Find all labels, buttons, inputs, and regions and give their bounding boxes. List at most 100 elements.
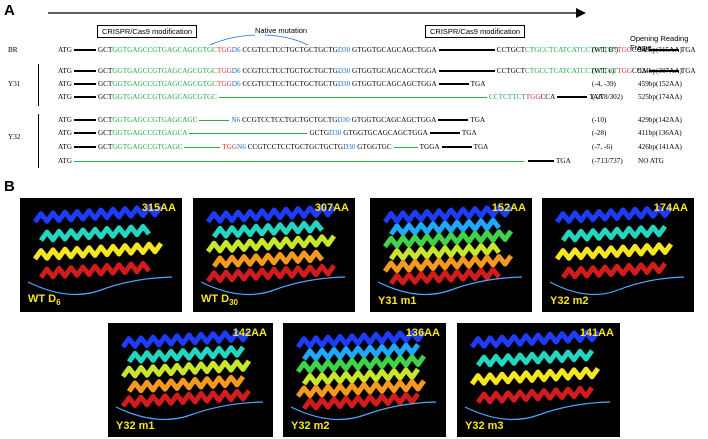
protein-structure-panel: 315AA WT D6 (20, 198, 182, 312)
helix-ribbon-icon (27, 204, 173, 296)
helix-segment (560, 261, 668, 280)
group-label-y32: Y32 (8, 133, 21, 141)
helix-segment (382, 229, 514, 249)
helix-segment (295, 354, 427, 374)
structure-name: Y32 m1 (116, 420, 155, 432)
protein-structure-panel: 141AA Y32 m3 (457, 323, 620, 437)
helix-ribbon-icon (464, 329, 611, 421)
helix-segment (469, 329, 601, 349)
row-orf: 948bp(315AA) (638, 46, 682, 54)
panel-b-label: B (4, 178, 15, 195)
group-label-y31: Y31 (8, 80, 21, 88)
loop-segment (464, 401, 611, 421)
row-orf: 459bp(152AA) (638, 80, 682, 88)
structure-name: Y32 m2 (291, 420, 330, 432)
orf-header: Opening Reading Frame (630, 34, 689, 52)
row-note: (-7, -6) (592, 143, 613, 151)
row-note: (-4, -39) (592, 80, 616, 88)
amino-acid-count: 141AA (579, 327, 614, 339)
helix-segment (32, 241, 164, 261)
row-note: (WT, Bº) (592, 46, 619, 54)
loop-segment (290, 401, 437, 421)
helix-segment (388, 217, 501, 237)
helix-segment (554, 242, 674, 261)
sequence-row-br: ATG GCTGGTGAGCCGTGAGCAGCGTGCTGGD6 CCGTCCT… (58, 46, 696, 54)
sequence-row-y31-m2: ATG GCTGGTGAGCCGTGAGCAGCGTGC CCTCTTCTTGGCC… (58, 93, 604, 101)
panel-a-label: A (4, 2, 15, 19)
helix-segment (301, 342, 421, 362)
row-note: (WT, e) (592, 67, 615, 75)
crispr-box-left: CRISPR/Cas9 modification (97, 25, 198, 38)
helix-segment (32, 204, 164, 224)
structure-name: Y31 m1 (378, 295, 417, 307)
helix-segment (475, 348, 595, 368)
helix-segment (560, 224, 668, 243)
loop-segment (115, 401, 264, 421)
row-orf: 411bp(136AA) (638, 129, 682, 137)
helix-segment (388, 242, 501, 261)
loop-segment (27, 276, 173, 296)
helix-segment (301, 392, 421, 411)
loop-segment (377, 276, 523, 296)
row-note: (-278/302) (592, 93, 623, 101)
structure-name: Y32 m2 (550, 295, 589, 307)
protein-structure-panel: 142AA Y32 m1 (108, 323, 273, 437)
row-orf: NO ATG (638, 157, 664, 165)
helix-segment (205, 234, 337, 254)
row-orf: 426bp(141AA) (638, 143, 682, 151)
helix-segment (38, 223, 151, 243)
bracket-y32 (38, 114, 39, 168)
amino-acid-count: 315AA (141, 202, 176, 214)
row-note: (-10) (592, 116, 607, 124)
helix-ribbon-icon (200, 204, 346, 296)
sequence-row-y31-wt: ATG GCTGGTGAGCCGTGAGCAGCGTGCTGGD6 CCGTCCT… (58, 67, 696, 75)
structure-name: WT D30 (201, 292, 239, 307)
protein-structure-panel: 136AA Y32 m2 (283, 323, 446, 437)
loop-segment (200, 276, 346, 296)
helix-segment (120, 388, 252, 408)
protein-structure-panel: 152AA Y31 m1 (370, 198, 532, 312)
helix-segment (554, 205, 674, 224)
row-label-br: BR (8, 46, 18, 54)
helix-segment (38, 260, 151, 280)
amino-acid-count: 174AA (653, 202, 688, 214)
helix-ribbon-icon (549, 205, 685, 296)
row-orf: 924bp(307AA) (638, 67, 682, 75)
sequence-row-y32-m3: ATG GCTGGTGAGCCGTGAGC TGGN6 CCGTCCTCCTGCTG… (58, 143, 489, 151)
protein-structure-panel: 174AA Y32 m2 (542, 198, 694, 312)
sequence-row-y31-m1: ATG GCTGGTGAGCCGTGAGCAGCGTGCTGGD6 CCGTCCT… (58, 80, 486, 88)
helix-ribbon-icon (377, 204, 523, 296)
crispr-box-right: CRISPR/Cas9 modification (425, 25, 526, 38)
helix-segment (120, 359, 252, 379)
native-mutation-arrows-icon (209, 34, 309, 46)
helix-segment (205, 204, 337, 224)
helix-segment (126, 374, 246, 394)
helix-segment (211, 220, 324, 239)
structure-name: Y32 m3 (465, 420, 504, 432)
helix-segment (388, 267, 501, 286)
sequence-row-y32-m2: ATG GCTGGTGAGCCGTGAGCA GCTGD30 GTGGTGCAGCA… (58, 129, 477, 137)
helix-segment (475, 385, 595, 405)
helix-ribbon-icon (115, 329, 264, 421)
amino-acid-count: 307AA (314, 202, 349, 214)
sequence-row-y32-m4: ATG TGA (58, 157, 571, 165)
helix-segment (295, 329, 427, 349)
loop-segment (549, 276, 685, 296)
row-note: (-28) (592, 129, 607, 137)
bracket-y31 (38, 64, 39, 106)
helix-segment (295, 379, 427, 399)
native-mutation-label: Native mutation (255, 26, 308, 35)
helix-segment (120, 329, 252, 349)
helix-segment (211, 249, 324, 269)
row-orf: 429bp(142AA) (638, 116, 682, 124)
helix-segment (382, 254, 514, 274)
amino-acid-count: 136AA (405, 327, 440, 339)
row-orf: 525bp(174AA) (638, 93, 682, 101)
helix-segment (126, 345, 246, 364)
helix-segment (205, 263, 337, 283)
amino-acid-count: 142AA (232, 327, 267, 339)
row-note: (-713/737) (592, 157, 623, 165)
helix-segment (469, 366, 601, 386)
structure-name: WT D6 (28, 292, 61, 307)
protein-structure-panel: 307AA WT D30 (193, 198, 355, 312)
